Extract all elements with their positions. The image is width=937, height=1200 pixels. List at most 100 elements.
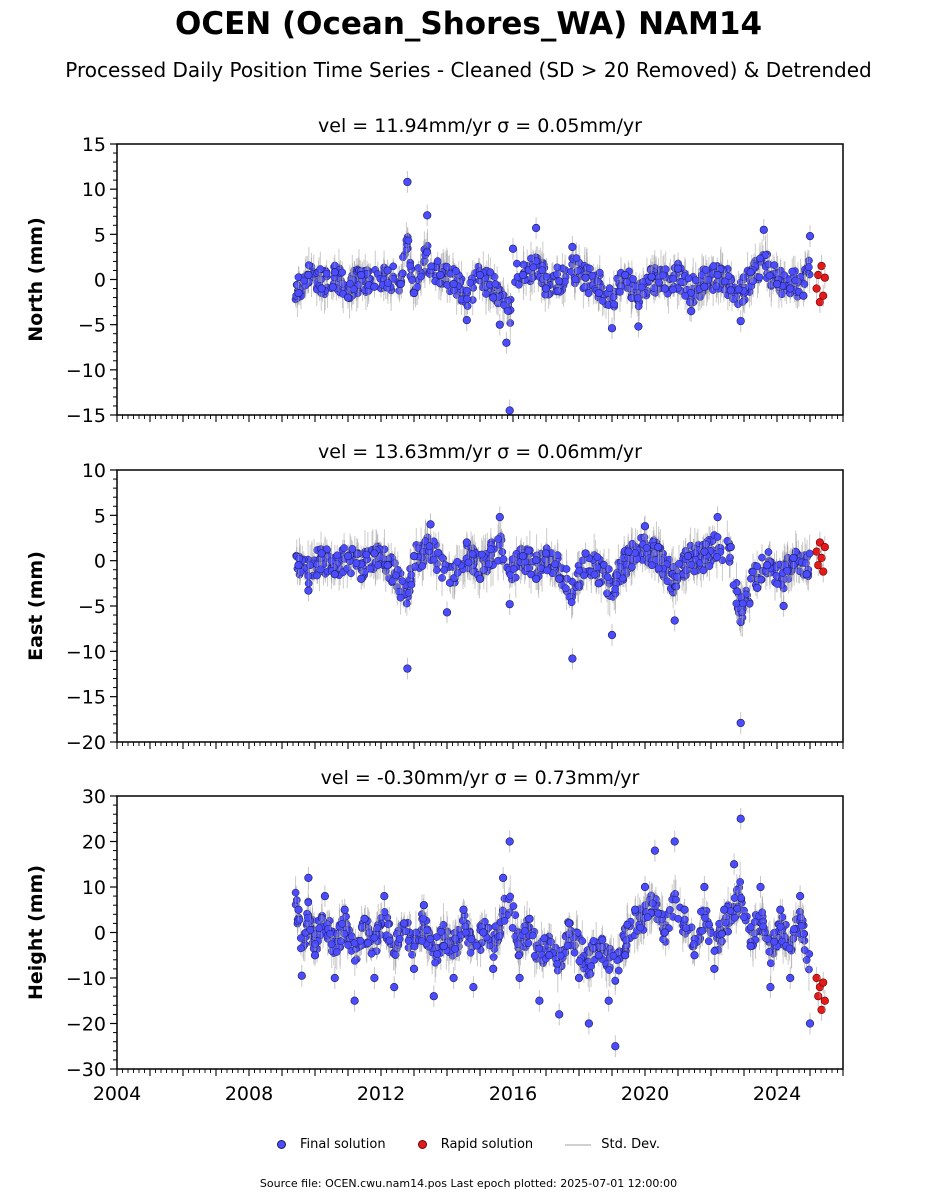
- final-point: [700, 547, 709, 556]
- final-point: [554, 287, 562, 295]
- final-point: [407, 580, 416, 589]
- final-point: [634, 322, 643, 331]
- final-point: [669, 274, 678, 283]
- final-point: [409, 288, 419, 298]
- final-point: [426, 935, 435, 943]
- final-point: [462, 316, 471, 325]
- final-point: [468, 550, 477, 558]
- final-point: [605, 284, 614, 293]
- final-point: [610, 300, 619, 309]
- final-point: [659, 271, 667, 280]
- final-point: [555, 277, 564, 286]
- final-point: [509, 902, 518, 910]
- final-point: [297, 971, 306, 980]
- final-point: [477, 550, 486, 559]
- final-point: [291, 888, 300, 897]
- final-point: [563, 941, 572, 950]
- final-point: [556, 951, 565, 960]
- final-point: [316, 565, 325, 574]
- final-point: [467, 935, 476, 944]
- final-point: [729, 581, 738, 589]
- final-point: [660, 284, 669, 293]
- final-point: [332, 948, 341, 956]
- final-point: [433, 950, 441, 958]
- final-point: [294, 288, 303, 298]
- y-tick-label: −10: [66, 641, 106, 663]
- y-tick-label: 0: [94, 551, 106, 573]
- final-point: [436, 270, 445, 280]
- final-point: [800, 280, 809, 288]
- final-point: [472, 941, 481, 950]
- final-point: [370, 973, 379, 983]
- final-point: [636, 923, 645, 932]
- final-point: [503, 307, 512, 315]
- final-point: [396, 593, 405, 602]
- y-tick-label: 5: [94, 505, 106, 527]
- final-point: [383, 561, 392, 570]
- final-point: [564, 919, 574, 928]
- final-point: [623, 920, 632, 929]
- final-point: [773, 580, 782, 588]
- final-point: [370, 933, 379, 942]
- y-tick-label: −30: [66, 1059, 106, 1081]
- final-point: [293, 280, 301, 289]
- final-point: [786, 284, 795, 293]
- final-point: [660, 928, 669, 937]
- final-point: [389, 274, 397, 283]
- y-tick-label: −15: [66, 687, 106, 709]
- final-point: [495, 320, 504, 329]
- final-point: [518, 270, 528, 280]
- final-point: [581, 549, 590, 558]
- final-point: [756, 254, 764, 263]
- final-point: [426, 520, 435, 529]
- final-point: [799, 291, 808, 300]
- final-point: [515, 280, 523, 289]
- final-point: [594, 579, 603, 588]
- final-point: [713, 270, 722, 280]
- final-point: [759, 225, 768, 234]
- final-point: [700, 282, 709, 291]
- final-point: [553, 959, 562, 968]
- final-point: [675, 560, 683, 568]
- y-tick-label: −20: [66, 1014, 106, 1036]
- final-point: [535, 944, 543, 953]
- final-point: [650, 846, 660, 855]
- final-point: [680, 905, 689, 914]
- final-point: [489, 964, 498, 974]
- final-point: [738, 599, 747, 608]
- final-point: [648, 899, 657, 908]
- final-point: [789, 553, 798, 563]
- y-tick-label: −5: [78, 596, 106, 618]
- final-point: [306, 925, 315, 934]
- final-point: [313, 571, 321, 580]
- y-tick-label: 10: [82, 877, 106, 899]
- final-point: [411, 562, 419, 571]
- final-point: [452, 267, 460, 275]
- final-point: [344, 941, 352, 949]
- final-point: [672, 582, 681, 591]
- final-point: [294, 905, 303, 914]
- final-point: [486, 268, 495, 277]
- final-point: [505, 837, 514, 846]
- final-point: [417, 272, 425, 281]
- final-point: [433, 257, 442, 265]
- final-point: [746, 268, 755, 277]
- final-point: [785, 944, 794, 953]
- final-point: [772, 279, 782, 289]
- final-point: [673, 264, 683, 273]
- final-point: [408, 276, 417, 284]
- final-point: [737, 894, 745, 902]
- final-point: [770, 937, 779, 946]
- final-point: [629, 275, 637, 283]
- final-point: [531, 223, 541, 233]
- final-point: [329, 283, 337, 291]
- final-point: [304, 586, 313, 595]
- final-point: [417, 937, 426, 945]
- final-point: [607, 324, 617, 333]
- final-point: [710, 964, 719, 974]
- final-point: [403, 664, 412, 673]
- final-point: [736, 814, 745, 823]
- final-point: [540, 934, 549, 943]
- final-point: [555, 574, 564, 583]
- final-point: [338, 268, 347, 277]
